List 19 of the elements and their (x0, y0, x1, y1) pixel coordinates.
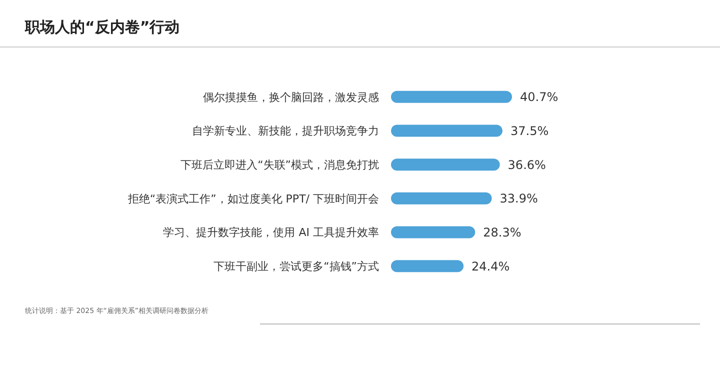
bar (391, 124, 502, 137)
y-tick-label: 偶尔摸摸鱼，换个脑回路，激发灵感 (203, 90, 379, 104)
bar (391, 226, 476, 238)
bar (391, 192, 492, 204)
y-tick-label: 学习、提升数字技能，使用 AI 工具提升效率 (163, 226, 379, 240)
data-label: 40.7% (520, 90, 558, 104)
bar (391, 90, 512, 103)
data-label: 37.5% (510, 124, 549, 138)
data-label: 36.6% (508, 158, 546, 172)
data-label: 33.9% (500, 192, 538, 206)
bar (391, 158, 500, 171)
data-label: 28.3% (483, 225, 522, 240)
y-tick-label: 拒绝“表演式工作”，如过度美化 PPT/ 下班时间开会 (126, 192, 379, 206)
bar (391, 260, 464, 272)
y-tick-label: 下班后立即进入“失联”模式，消息免打扰 (180, 158, 379, 172)
data-label: 24.4% (472, 259, 510, 274)
text: 职场人的“反内卷”行动 (24, 18, 180, 36)
y-tick-label: 自学新专业、新技能，提升职场竞争力 (192, 124, 379, 138)
y-tick-label: 下班干副业，尝试更多“搞钱”方式 (214, 260, 379, 273)
